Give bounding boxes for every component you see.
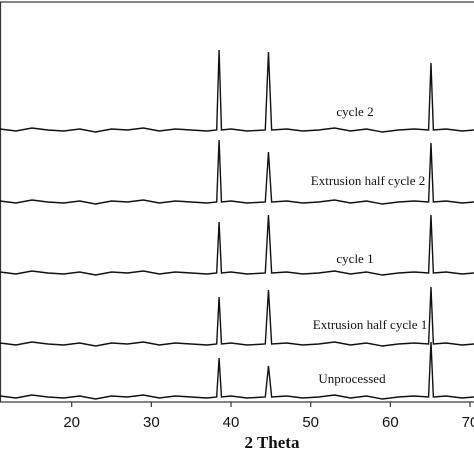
xrd-trace [0, 341, 474, 400]
plot-frame [0, 1, 474, 403]
xrd-trace [0, 139, 474, 205]
x-tick-label: 30 [143, 414, 160, 431]
xrd-trace [0, 286, 474, 347]
x-tick-label: 50 [302, 414, 319, 431]
x-tick-label: 60 [382, 414, 399, 431]
xrd-trace [0, 49, 474, 133]
x-tick-label: 40 [223, 414, 240, 431]
x-tick-label: 70 [462, 414, 474, 431]
xrd-trace [0, 214, 474, 276]
trace-label: Extrusion half cycle 1 [313, 317, 427, 332]
trace-label: cycle 1 [336, 251, 373, 266]
x-axis-label: 2 Theta [245, 433, 300, 452]
trace-label: Unprocessed [318, 371, 386, 386]
trace-label: cycle 2 [336, 104, 373, 119]
trace-label: Extrusion half cycle 2 [311, 173, 425, 188]
x-tick-label: 20 [63, 414, 80, 431]
